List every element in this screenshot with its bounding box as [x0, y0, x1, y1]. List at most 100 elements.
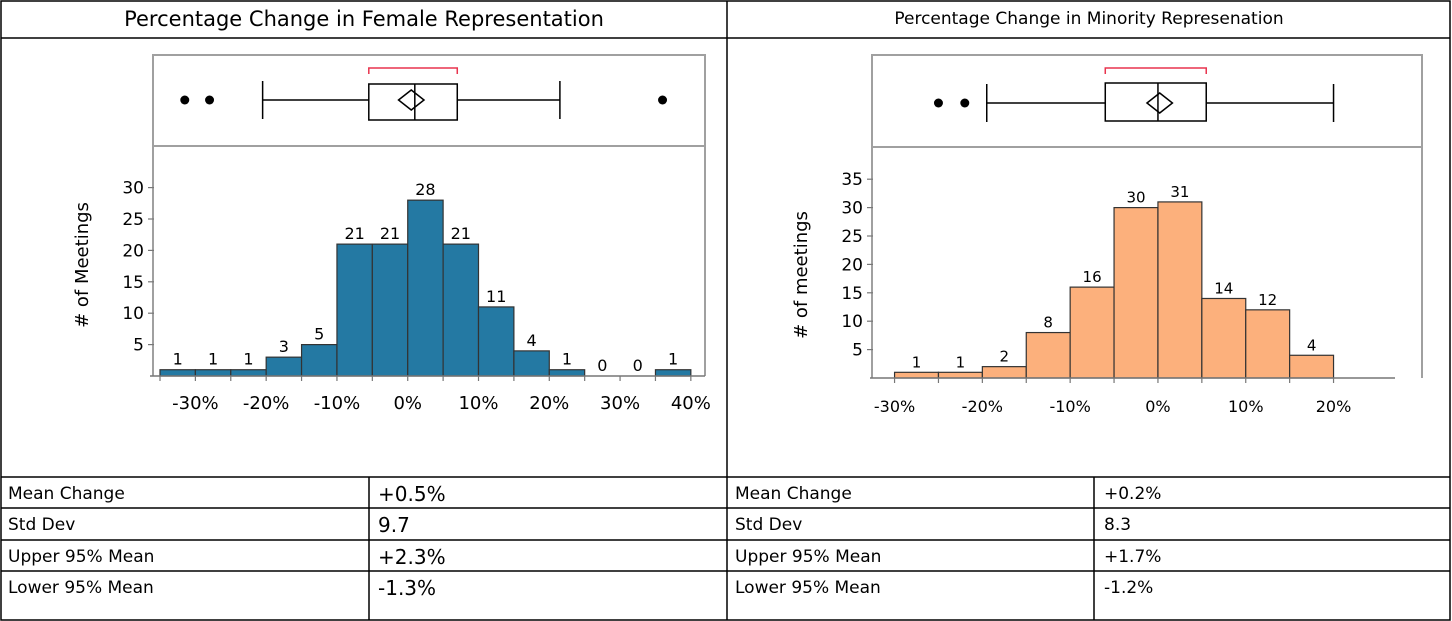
minority-bar-count-label: 1 [912, 353, 922, 371]
minority-lower95-value: -1.2% [1104, 577, 1154, 598]
female-bar-count-label: 21 [451, 224, 471, 243]
female-lower95-value: -1.3% [378, 575, 437, 600]
minority-stddev-label: Std Dev [735, 514, 803, 535]
female-bar-count-label: 1 [243, 350, 253, 369]
female-bar-count-label: 11 [486, 287, 506, 306]
minority-y-tick-label: 10 [841, 312, 863, 332]
minority-histogram-bar [1113, 207, 1159, 379]
minority-x-tick-label: 20% [1316, 397, 1352, 416]
minority-panel-title: Percentage Change in Minority Represenat… [894, 9, 1284, 29]
minority-bar-count-label: 14 [1214, 279, 1233, 297]
minority-bar-count-label: 8 [1043, 314, 1053, 332]
minority-histogram-bar [893, 371, 940, 379]
female-x-tick-label: 30% [600, 393, 640, 414]
female-iqr-box [368, 83, 459, 121]
minority-iqr-box [1104, 82, 1207, 122]
minority-mean-ci-diamond [1145, 92, 1174, 114]
female-x-tick-label: -20% [243, 393, 290, 414]
female-y-tick-label: 10 [122, 304, 144, 324]
female-histogram-bar [300, 344, 338, 377]
minority-shortest-half-bracket [1104, 67, 1207, 74]
minority-x-tick-label: -20% [962, 397, 1003, 416]
minority-histogram-bar [1157, 201, 1203, 379]
minority-lower95-label: Lower 95% Mean [735, 577, 881, 598]
minority-histogram-bar [981, 366, 1027, 379]
minority-bar-count-label: 30 [1126, 189, 1145, 207]
minority-y-tick-label: 20 [841, 255, 863, 275]
minority-bar-count-label: 4 [1307, 336, 1317, 354]
minority-histogram-bar [937, 371, 983, 379]
minority-x-tick-label: -10% [1049, 397, 1090, 416]
female-mean-label: Mean Change [8, 483, 125, 504]
female-bar-count-label: 0 [597, 356, 607, 375]
female-shortest-half-bracket [368, 67, 459, 74]
minority-y-tick-label: 5 [852, 341, 863, 361]
female-mean-value: +0.5% [378, 481, 446, 506]
female-bar-count-label: 5 [314, 325, 324, 344]
female-y-axis-title: # of Meetings [72, 202, 93, 328]
female-outlier-point [658, 95, 668, 105]
female-bar-count-label: 28 [415, 180, 435, 199]
female-x-tick-label: 20% [529, 393, 569, 414]
minority-histogram-bar [1289, 354, 1335, 379]
female-panel-title: Percentage Change in Female Representati… [124, 7, 604, 31]
female-bar-count-label: 21 [380, 224, 400, 243]
female-histogram-bar [477, 306, 515, 377]
female-x-tick-label: -10% [314, 393, 361, 414]
minority-y-axis-title: # of meetings [791, 211, 812, 339]
female-y-tick-label: 20 [122, 241, 144, 261]
female-bar-count-label: 1 [668, 350, 678, 369]
female-bar-count-label: 3 [279, 337, 289, 356]
female-bar-count-label: 1 [173, 350, 183, 369]
minority-histogram-bar [1245, 309, 1291, 379]
female-stddev-value: 9.7 [378, 512, 410, 537]
minority-outlier-point [933, 98, 943, 108]
female-upper95-value: +2.3% [378, 544, 446, 569]
female-y-tick-label: 25 [122, 210, 144, 230]
female-boxplot-frame [152, 54, 706, 147]
minority-bar-count-label: 12 [1258, 291, 1277, 309]
female-bar-count-label: 4 [526, 331, 536, 350]
female-x-tick-label: -30% [172, 393, 219, 414]
female-lower95-label: Lower 95% Mean [8, 577, 154, 598]
female-stddev-label: Std Dev [8, 514, 76, 535]
minority-histogram-bar [1201, 297, 1247, 379]
minority-y-tick-label: 15 [841, 284, 863, 304]
female-upper95-label: Upper 95% Mean [8, 546, 155, 567]
minority-bar-count-label: 2 [1000, 348, 1010, 366]
female-outlier-point [205, 95, 215, 105]
female-bar-count-label: 1 [562, 350, 572, 369]
female-bar-count-label: 0 [633, 356, 643, 375]
minority-y-tick-label: 25 [841, 227, 863, 247]
minority-boxplot-frame [871, 54, 1423, 148]
minority-bar-count-label: 31 [1170, 183, 1189, 201]
minority-histogram-bar [1069, 286, 1115, 379]
female-bar-count-label: 1 [208, 350, 218, 369]
female-histogram-bar [336, 243, 373, 377]
minority-bar-count-label: 16 [1083, 268, 1102, 286]
female-histogram-bar [513, 350, 550, 377]
minority-histogram-bar [1025, 331, 1071, 379]
minority-x-tick-label: 0% [1145, 397, 1170, 416]
female-y-tick-label: 5 [133, 336, 144, 356]
minority-x-tick-label: 10% [1228, 397, 1264, 416]
female-y-tick-label: 30 [122, 179, 144, 199]
minority-y-tick-label: 35 [841, 170, 863, 190]
minority-y-tick-label: 30 [841, 199, 863, 219]
female-x-tick-label: 40% [671, 393, 711, 414]
minority-outlier-point [960, 98, 970, 108]
minority-mean-value: +0.2% [1104, 483, 1162, 504]
female-y-tick-label: 15 [122, 273, 144, 293]
minority-x-tick-label: -30% [874, 397, 915, 416]
minority-mean-label: Mean Change [735, 483, 852, 504]
minority-upper95-value: +1.7% [1104, 546, 1162, 567]
female-bar-count-label: 21 [344, 224, 364, 243]
female-histogram-bar [371, 243, 409, 377]
minority-bar-count-label: 1 [956, 353, 966, 371]
minority-stddev-value: 8.3 [1104, 514, 1132, 535]
female-outlier-point [180, 95, 190, 105]
female-histogram-bar [442, 243, 480, 377]
